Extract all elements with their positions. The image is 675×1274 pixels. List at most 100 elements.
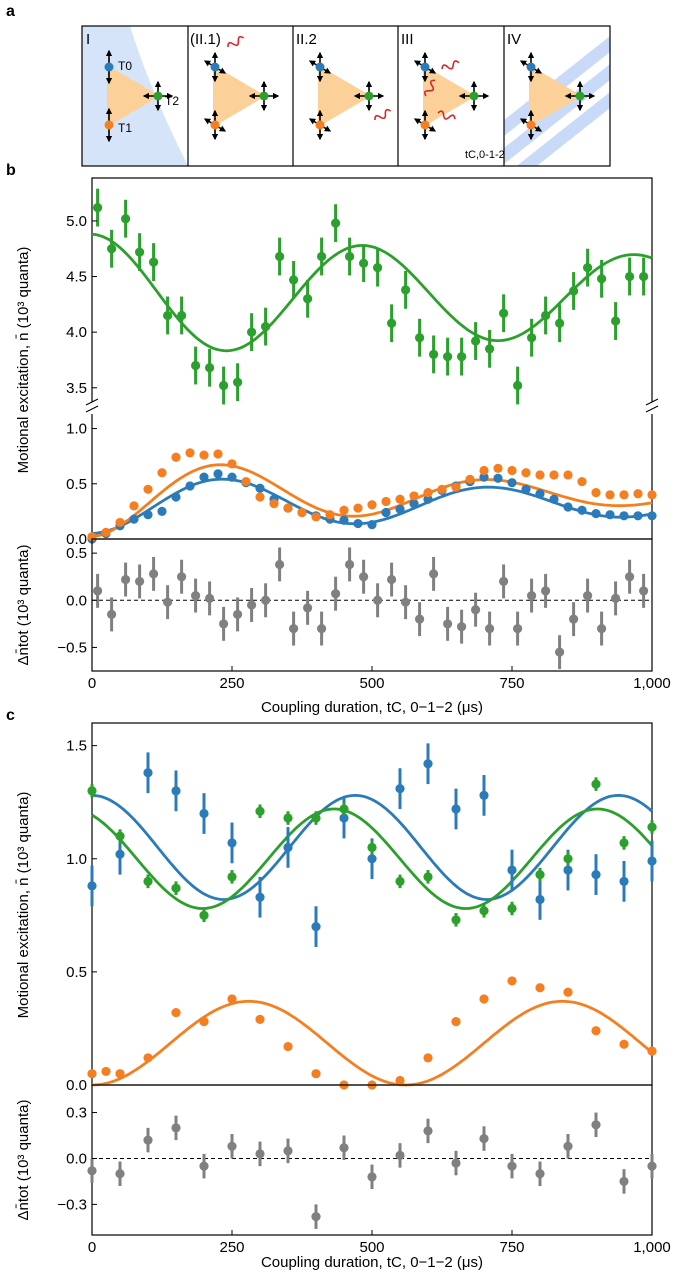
data-point — [115, 849, 125, 859]
trap-triangle — [423, 65, 476, 127]
x-tick-label: 0 — [88, 675, 96, 692]
data-point — [457, 352, 467, 362]
data-point — [527, 590, 537, 601]
data-point — [177, 310, 187, 321]
data-point — [535, 894, 545, 905]
data-point — [499, 576, 509, 587]
data-point — [535, 869, 545, 880]
data-point — [535, 489, 545, 499]
subpanel-label-I: I — [86, 31, 90, 48]
data-point — [171, 1008, 181, 1018]
data-point — [639, 271, 649, 282]
data-point — [597, 623, 607, 634]
data-point — [443, 619, 453, 629]
data-point — [199, 808, 209, 819]
data-point — [289, 275, 299, 285]
subpanel-1 — [104, 49, 174, 143]
data-point — [359, 572, 369, 582]
ion-t2 — [153, 91, 163, 101]
data-point — [423, 1126, 433, 1136]
subpanel-4 — [413, 51, 490, 141]
data-point — [535, 470, 545, 480]
data-point — [563, 865, 573, 875]
panel-b-sub-ylabel: Δn̄tot (10³ quanta) — [15, 545, 32, 666]
ion-label-t1: T1 — [118, 121, 132, 135]
data-point — [171, 452, 181, 462]
y-tick-label: 0.3 — [66, 1105, 87, 1122]
data-point — [227, 1141, 237, 1151]
data-point — [479, 472, 489, 482]
data-point — [135, 247, 145, 257]
drive-squiggle-icon — [441, 60, 460, 70]
data-point — [563, 854, 573, 864]
y-tick-label: 5.0 — [66, 213, 87, 230]
data-point — [591, 1026, 601, 1036]
trap-triangle — [107, 65, 160, 127]
subpanel-3 — [308, 51, 392, 141]
data-point — [499, 308, 509, 318]
data-point — [387, 318, 397, 328]
data-point — [353, 503, 363, 513]
x-tick-label: 1,000 — [633, 675, 671, 692]
data-point — [367, 854, 377, 864]
data-point — [563, 1141, 573, 1151]
data-point — [521, 484, 531, 494]
data-point — [401, 597, 411, 607]
ion-label-t2: T2 — [165, 94, 179, 108]
data-point — [227, 472, 237, 482]
data-point — [171, 883, 181, 893]
data-point — [409, 491, 419, 501]
data-point — [619, 490, 629, 500]
data-point — [233, 609, 243, 620]
panel-letter-a: a — [6, 3, 15, 20]
data-point — [395, 504, 405, 514]
data-point — [647, 1161, 657, 1171]
data-point — [101, 1066, 111, 1077]
panel-b-chart: 3.54.04.55.00.00.51.0 Motional excitatio… — [15, 177, 671, 716]
data-point — [93, 586, 103, 596]
data-point — [157, 506, 167, 516]
data-point — [591, 779, 601, 789]
data-point — [205, 363, 215, 373]
data-point — [367, 520, 377, 530]
data-point — [625, 271, 635, 282]
data-point — [227, 872, 237, 882]
data-point — [121, 574, 131, 585]
data-point — [129, 501, 139, 511]
trap-triangle — [213, 65, 266, 127]
data-point — [311, 922, 321, 932]
x-tick-label: 750 — [499, 675, 524, 692]
data-point — [611, 316, 621, 326]
data-point — [191, 360, 201, 371]
y-tick-label: 0.0 — [66, 531, 87, 548]
data-point — [395, 876, 405, 886]
y-tick-label: 3.5 — [66, 380, 87, 397]
data-point — [381, 496, 391, 507]
data-point — [549, 470, 559, 480]
data-point — [451, 804, 461, 814]
data-point — [353, 518, 363, 529]
data-point — [563, 470, 573, 480]
ion-t1 — [315, 120, 325, 130]
panel-letter-c: c — [6, 707, 15, 724]
subpanel-label-II2: II.2 — [296, 31, 317, 48]
data-point — [191, 590, 201, 601]
data-point — [255, 892, 265, 902]
data-point — [199, 910, 209, 920]
data-point — [563, 502, 573, 512]
data-point — [647, 1046, 657, 1056]
panel-c-sub-ylabel: Δn̄tot (10³ quanta) — [15, 1100, 32, 1221]
data-point — [143, 768, 153, 778]
data-point — [591, 1120, 601, 1130]
data-point — [213, 449, 223, 459]
data-point — [213, 469, 223, 479]
data-point — [493, 463, 503, 473]
drive-squiggle-icon — [423, 79, 436, 97]
ion-t2 — [469, 91, 479, 101]
data-point — [261, 595, 271, 605]
ion-t0 — [526, 62, 536, 72]
data-point — [451, 482, 461, 492]
trap-triangle — [318, 65, 371, 127]
ion-t0 — [210, 62, 220, 72]
data-point — [331, 218, 341, 228]
